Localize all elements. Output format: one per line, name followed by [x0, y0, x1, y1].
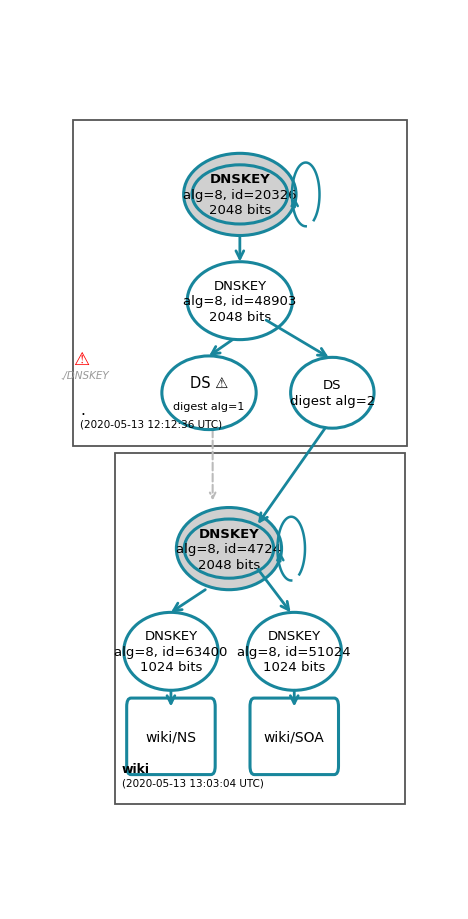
Text: wiki: wiki: [122, 762, 150, 775]
Bar: [115, 453, 405, 804]
Text: DNSKEY: DNSKEY: [198, 527, 259, 540]
Text: ⚠: ⚠: [73, 351, 89, 369]
Text: DS ⚠: DS ⚠: [190, 376, 228, 391]
Text: DNSKEY: DNSKEY: [144, 630, 197, 642]
Text: DNSKEY: DNSKEY: [268, 630, 321, 642]
FancyBboxPatch shape: [250, 698, 338, 775]
Text: alg=8, id=20326: alg=8, id=20326: [183, 188, 297, 201]
Text: alg=8, id=63400: alg=8, id=63400: [114, 645, 227, 658]
Text: ./DNSKEY: ./DNSKEY: [60, 370, 110, 380]
Text: DNSKEY: DNSKEY: [210, 173, 270, 187]
Ellipse shape: [162, 357, 256, 430]
Text: alg=8, id=4724: alg=8, id=4724: [176, 542, 282, 555]
Text: DNSKEY: DNSKEY: [213, 279, 266, 292]
Text: alg=8, id=48903: alg=8, id=48903: [183, 295, 297, 308]
Ellipse shape: [247, 613, 342, 690]
Text: (2020-05-13 12:12:36 UTC): (2020-05-13 12:12:36 UTC): [80, 419, 222, 429]
Ellipse shape: [184, 519, 274, 579]
Text: 2048 bits: 2048 bits: [209, 204, 271, 217]
Ellipse shape: [124, 613, 218, 690]
Ellipse shape: [291, 358, 374, 428]
Text: (2020-05-13 13:03:04 UTC): (2020-05-13 13:03:04 UTC): [122, 777, 264, 788]
Text: digest alg=1: digest alg=1: [173, 401, 245, 411]
Text: digest alg=2: digest alg=2: [290, 394, 375, 408]
Ellipse shape: [176, 508, 282, 590]
Text: 2048 bits: 2048 bits: [198, 558, 260, 571]
FancyBboxPatch shape: [127, 698, 215, 775]
Text: wiki/NS: wiki/NS: [146, 730, 197, 743]
Bar: [73, 121, 407, 447]
Ellipse shape: [192, 165, 288, 225]
Text: .: .: [80, 403, 85, 418]
Text: DS: DS: [323, 379, 342, 392]
Text: 1024 bits: 1024 bits: [263, 661, 325, 674]
Text: wiki/SOA: wiki/SOA: [264, 730, 325, 743]
Text: 2048 bits: 2048 bits: [209, 311, 271, 323]
Text: 1024 bits: 1024 bits: [140, 661, 202, 674]
Ellipse shape: [183, 154, 296, 236]
Text: alg=8, id=51024: alg=8, id=51024: [237, 645, 351, 658]
Ellipse shape: [187, 263, 292, 340]
